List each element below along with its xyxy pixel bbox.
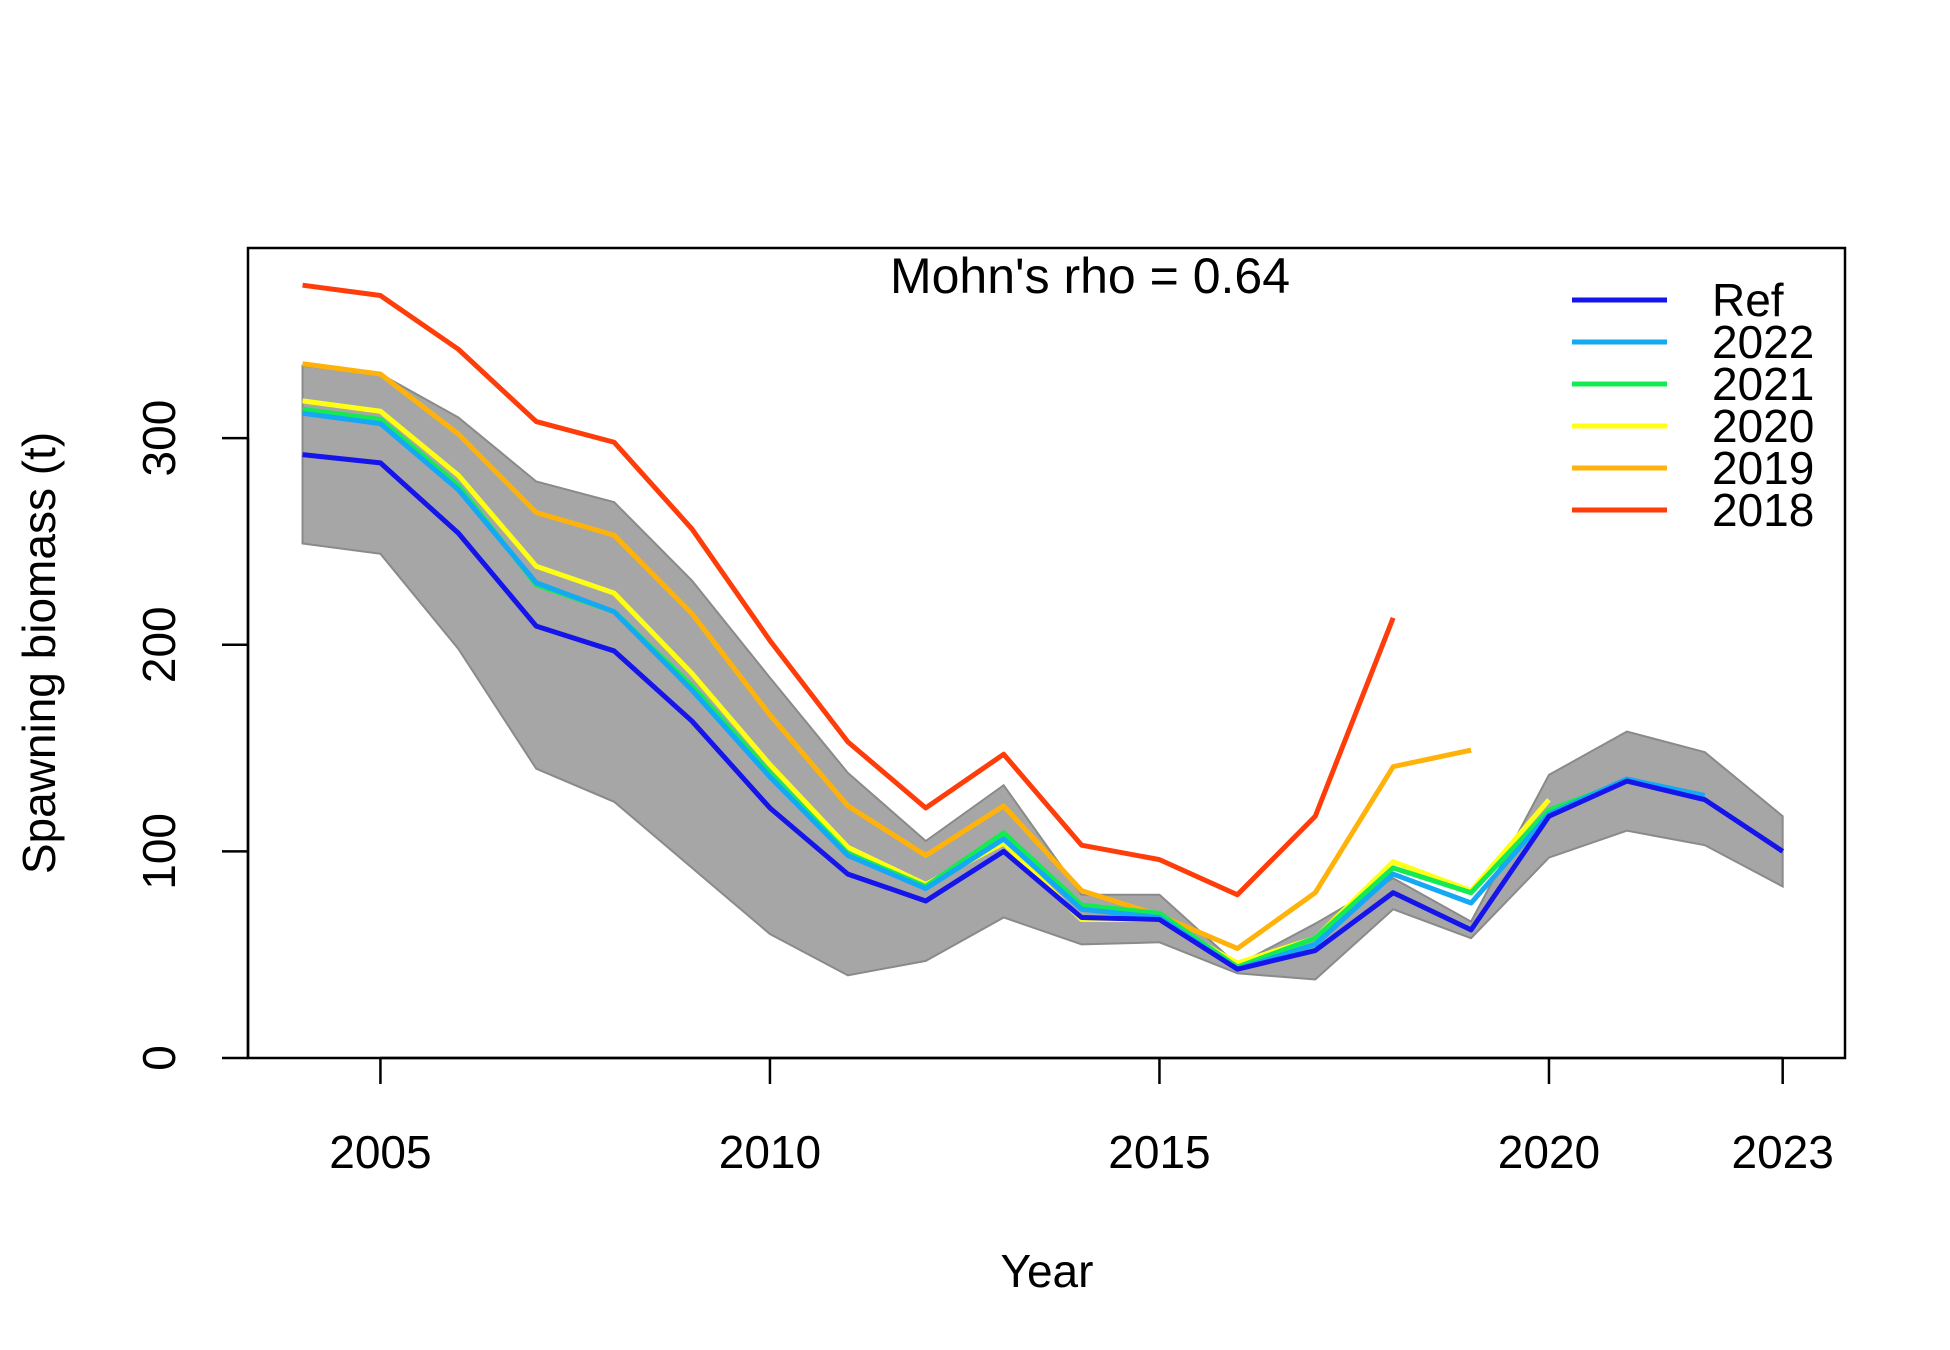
x-axis: 2005 2010 2015 2020 2023 — [329, 1056, 1834, 1178]
x-tick-label: 2023 — [1732, 1126, 1834, 1178]
series-line-ref — [302, 452, 1785, 972]
legend-label-2021: 2021 — [1712, 358, 1814, 410]
x-tick-label: 2005 — [329, 1126, 431, 1178]
x-tick-label: 2020 — [1498, 1126, 1600, 1178]
y-axis: 0 100 200 300 — [133, 400, 250, 1071]
y-tick-label: 0 — [133, 1045, 185, 1071]
series-line-2018 — [302, 282, 1396, 898]
plot-area — [301, 282, 1785, 981]
chart-title: Mohn's rho = 0.64 — [890, 248, 1290, 304]
confidence-band — [301, 364, 1784, 981]
y-axis-label: Spawning biomass (t) — [13, 432, 65, 874]
series-line-2022 — [302, 410, 1706, 972]
legend-label-2018: 2018 — [1712, 484, 1814, 536]
legend-label-2020: 2020 — [1712, 400, 1814, 452]
x-axis-label: Year — [1001, 1245, 1094, 1297]
legend-label-2019: 2019 — [1712, 442, 1814, 494]
x-tick-label: 2010 — [719, 1126, 821, 1178]
x-tick-label: 2015 — [1108, 1126, 1210, 1178]
legend-label-2022: 2022 — [1712, 316, 1814, 368]
y-tick-label: 300 — [133, 400, 185, 477]
legend-label-ref: Ref — [1712, 274, 1784, 326]
y-tick-label: 200 — [133, 606, 185, 683]
y-tick-label: 100 — [133, 813, 185, 890]
series-line-2019 — [302, 361, 1472, 951]
